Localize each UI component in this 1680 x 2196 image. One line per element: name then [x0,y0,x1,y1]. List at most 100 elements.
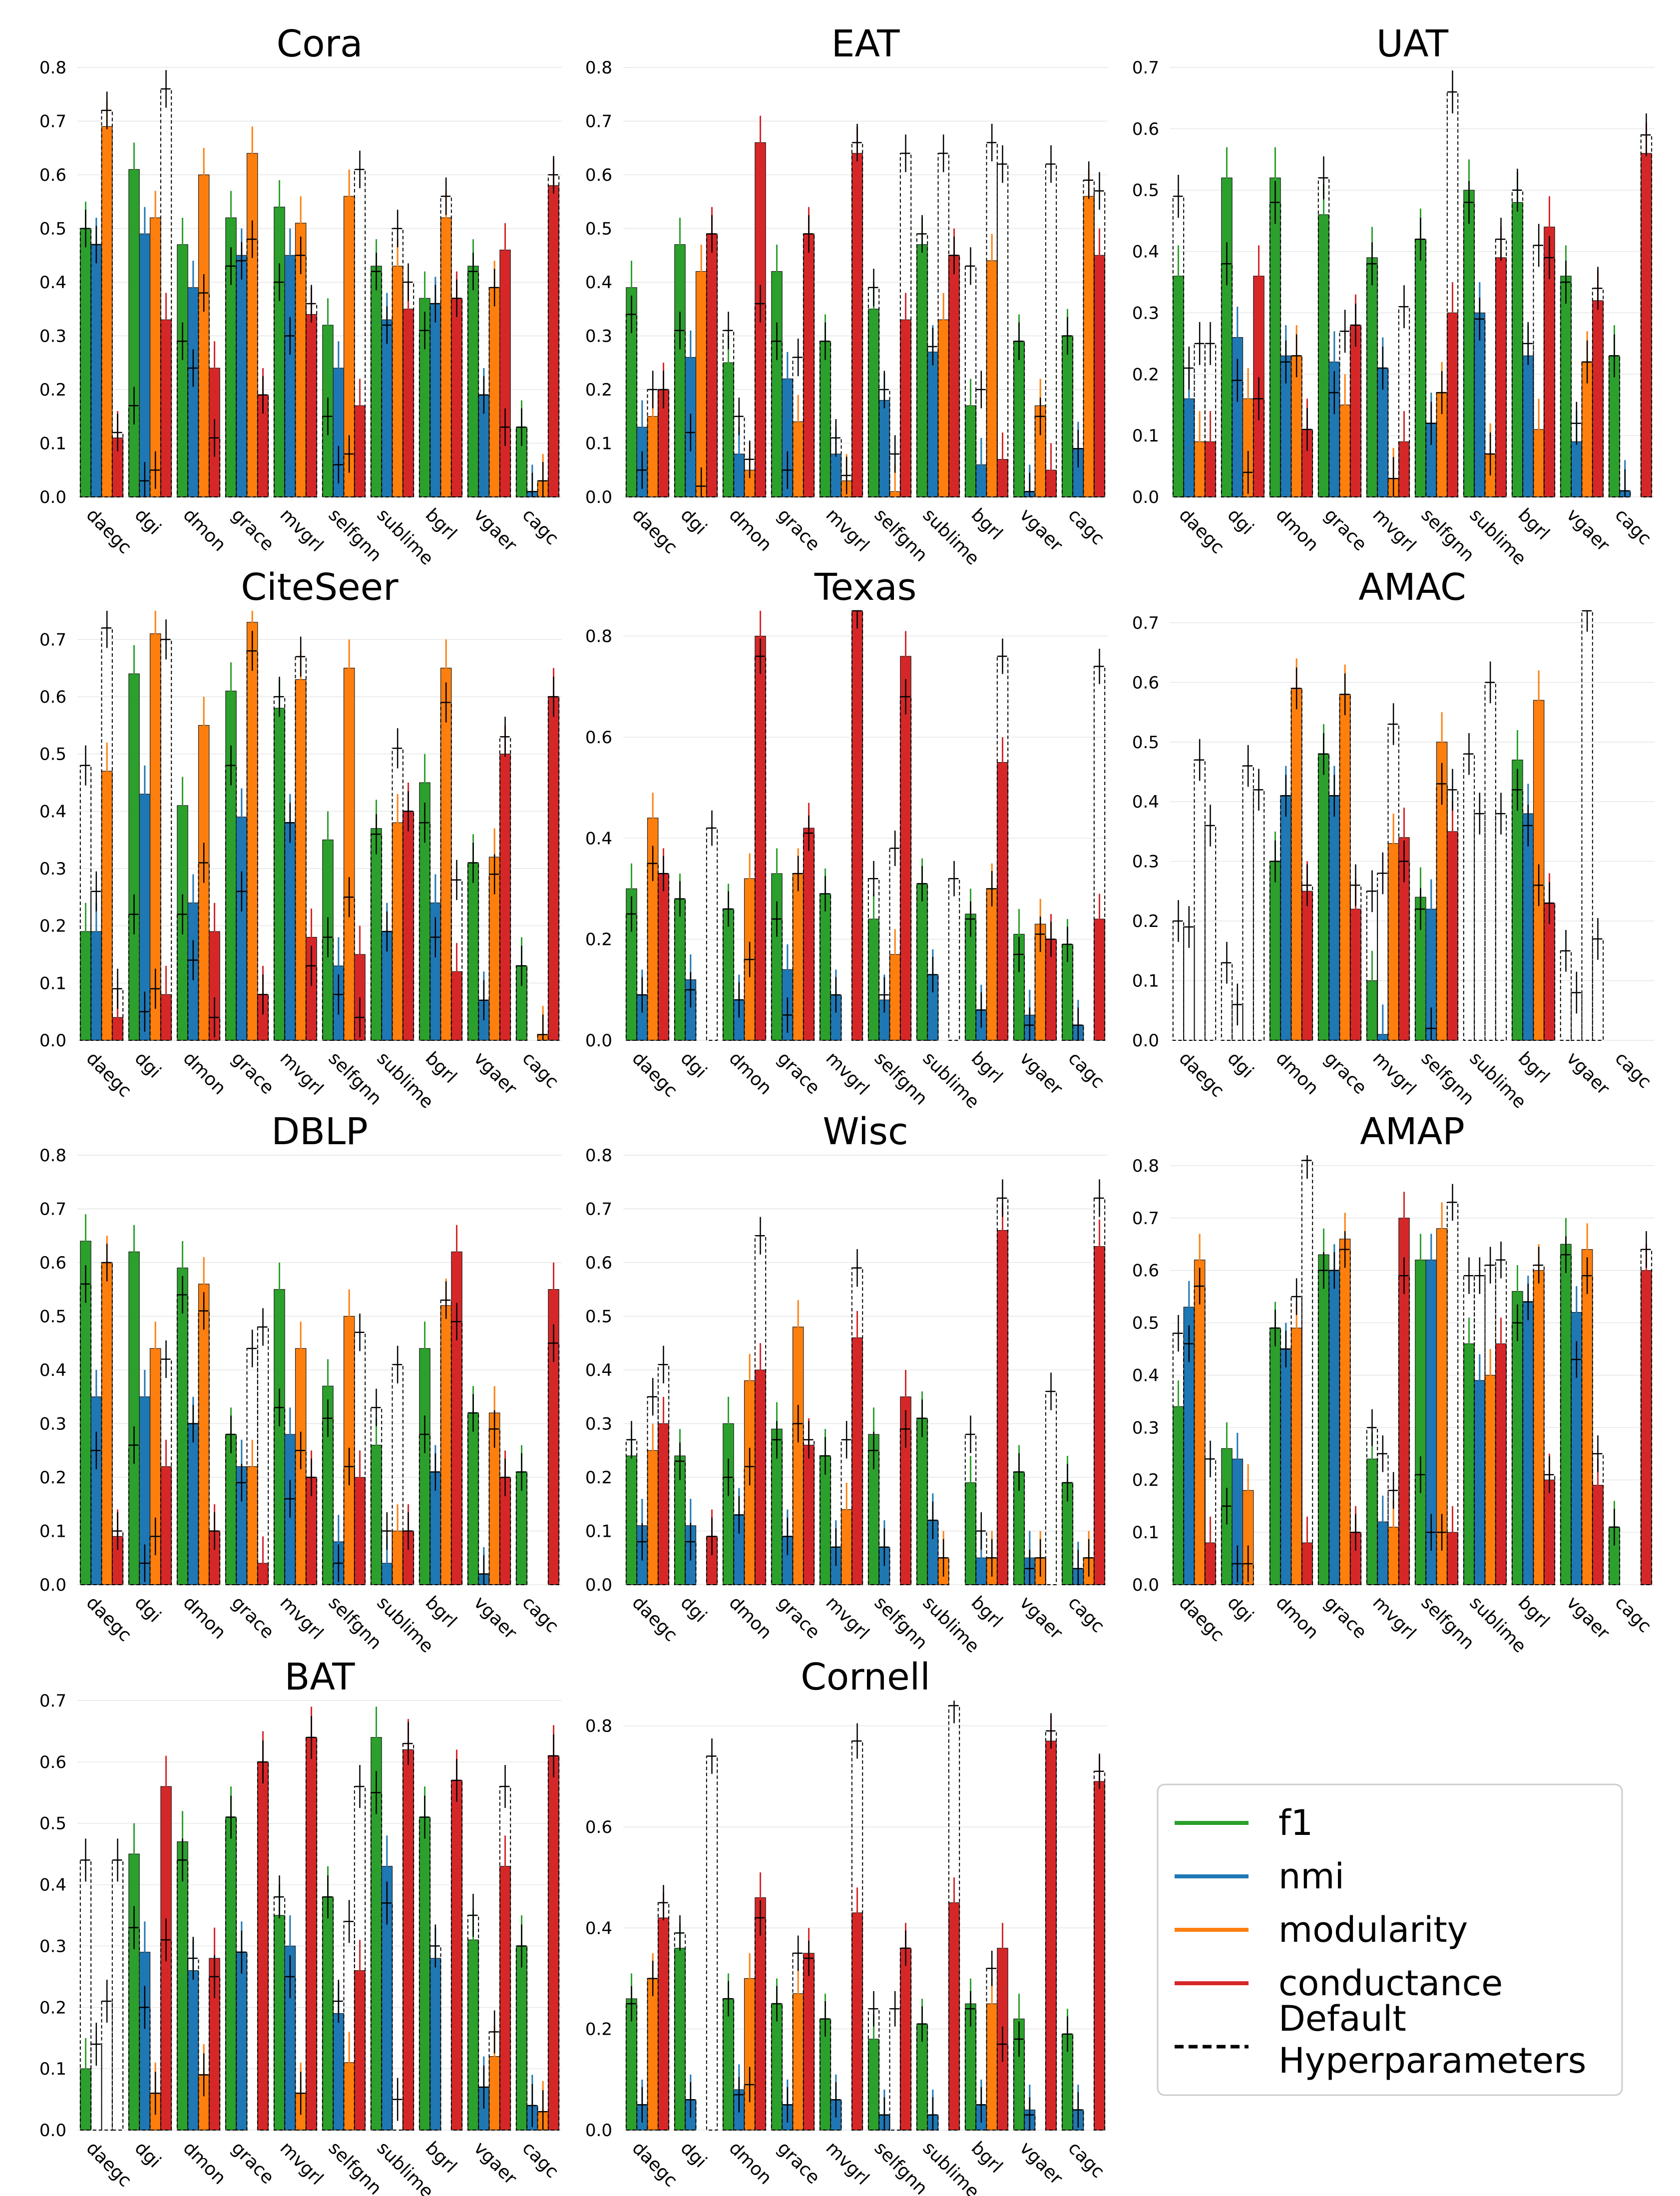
bar-nmi [1280,1348,1292,1585]
bar-conductance [803,1953,815,2131]
default-bar-f1 [722,1477,735,1585]
y-tick-label: 0.5 [1132,733,1159,753]
bar-conductance [900,1948,911,2131]
bar-f1 [771,271,783,497]
bar-conductance [499,1866,511,2131]
bar-modularity [1194,1260,1206,1585]
y-tick-label: 0.4 [39,1875,66,1895]
bar-nmi [187,287,199,497]
x-tick-label: cagc [1064,2138,1108,2182]
x-tick-label: bgrl [421,2138,460,2177]
bar-conductance [851,1912,863,2131]
bar-f1 [274,1915,285,2131]
default-bar-nmi [381,1902,393,2131]
group-dmon: dmon [722,1872,776,2189]
x-tick-label: cagc [518,2138,562,2182]
default-bar-f1 [128,1927,140,2131]
default-bar-conductance [257,394,269,497]
default-bar-nmi [733,416,745,497]
y-tick-label: 0.7 [585,112,612,132]
bar-conductance [755,1369,766,1585]
group-bgrl: bgrl [419,1225,463,1632]
x-tick-label: dgi [130,1592,164,1626]
x-tick-label: grace [227,1592,278,1643]
default-bar-nmi [284,1976,296,2131]
default-bar-conductance [1301,884,1313,1041]
x-tick-label: dmon [179,2138,230,2189]
default-bar-conductance [160,1358,172,1585]
group-grace: grace [225,611,278,1098]
x-tick-label: daegc [82,1048,135,1101]
bar-conductance [997,762,1008,1041]
bar-modularity [1083,196,1095,497]
default-bar-modularity [440,702,452,1041]
bar-modularity [343,668,355,1041]
y-tick-label: 0.7 [39,1200,66,1220]
bar-conductance [851,153,863,497]
x-tick-label: selfgnn [870,504,931,565]
default-bar-f1 [1013,954,1025,1041]
y-tick-label: 0.7 [1132,613,1159,633]
default-bar-conductance [1045,1730,1057,2131]
default-bar-nmi [1377,1453,1389,1586]
bar-conductance [803,233,815,497]
default-bar-nmi [1377,873,1389,1041]
group-grace: grace [1317,1213,1370,1643]
bar-f1 [1318,754,1329,1041]
bar-conductance [706,233,718,497]
bar-modularity [198,174,210,497]
y-tick-label: 0.1 [1132,971,1159,991]
default-bar-conductance [354,1786,366,2131]
x-tick-label: grace [773,2138,824,2188]
default-bar-conductance [948,1705,960,2131]
bar-f1 [1560,1244,1572,1585]
default-bar-f1 [1317,1270,1330,1585]
bar-f1 [1463,190,1475,497]
y-tick-label: 0.2 [585,2020,612,2040]
bar-modularity [488,287,500,497]
bar-f1 [916,244,928,497]
default-bar-f1 [867,878,880,1041]
y-tick-label: 0.0 [585,487,612,507]
group-bgrl: bgrl [964,1923,1009,2177]
default-bar-conductance [706,233,718,497]
x-tick-label: vgaer [1015,1048,1066,1099]
bar-conductance [851,1337,863,1585]
default-bar-conductance [499,427,511,497]
default-bar-f1 [370,271,383,497]
default-bar-conductance [1093,666,1106,1041]
default-bar-conductance [208,1530,221,1585]
panel-title: EAT [832,22,900,65]
default-bar-f1 [1013,341,1025,497]
group-vgaer: vgaer [1560,245,1614,556]
y-tick-label: 0.1 [1132,1523,1159,1543]
bar-modularity [101,1262,113,1585]
x-tick-label: dgi [1223,1048,1257,1082]
default-bar-conductance [1446,789,1459,1041]
default-bar-nmi [284,1498,296,1585]
default-bar-f1 [1608,1526,1621,1585]
x-tick-label: mvgrl [1368,504,1420,556]
group-dgi: dgi [128,70,172,539]
default-bar-f1 [916,2023,928,2131]
default-bar-conductance [899,696,912,1041]
y-tick-label: 0.4 [1132,1365,1159,1385]
group-grace: grace [225,126,278,555]
group-sublime: sublime [916,134,983,569]
group-daegc: daegc [79,1214,135,1646]
default-bar-nmi [733,2094,745,2131]
group-cagc: cagc [515,156,562,549]
default-bar-conductance [111,432,124,497]
default-bar-conductance [1045,163,1057,497]
group-cagc: cagc [1608,1231,1655,1637]
default-bar-modularity [889,2008,901,2131]
x-tick-label: daegc [82,2138,135,2191]
group-sublime: sublime [370,728,437,1113]
y-tick-label: 0.3 [585,327,612,347]
default-bar-f1 [722,908,735,1041]
x-tick-label: cagc [1611,1048,1655,1092]
